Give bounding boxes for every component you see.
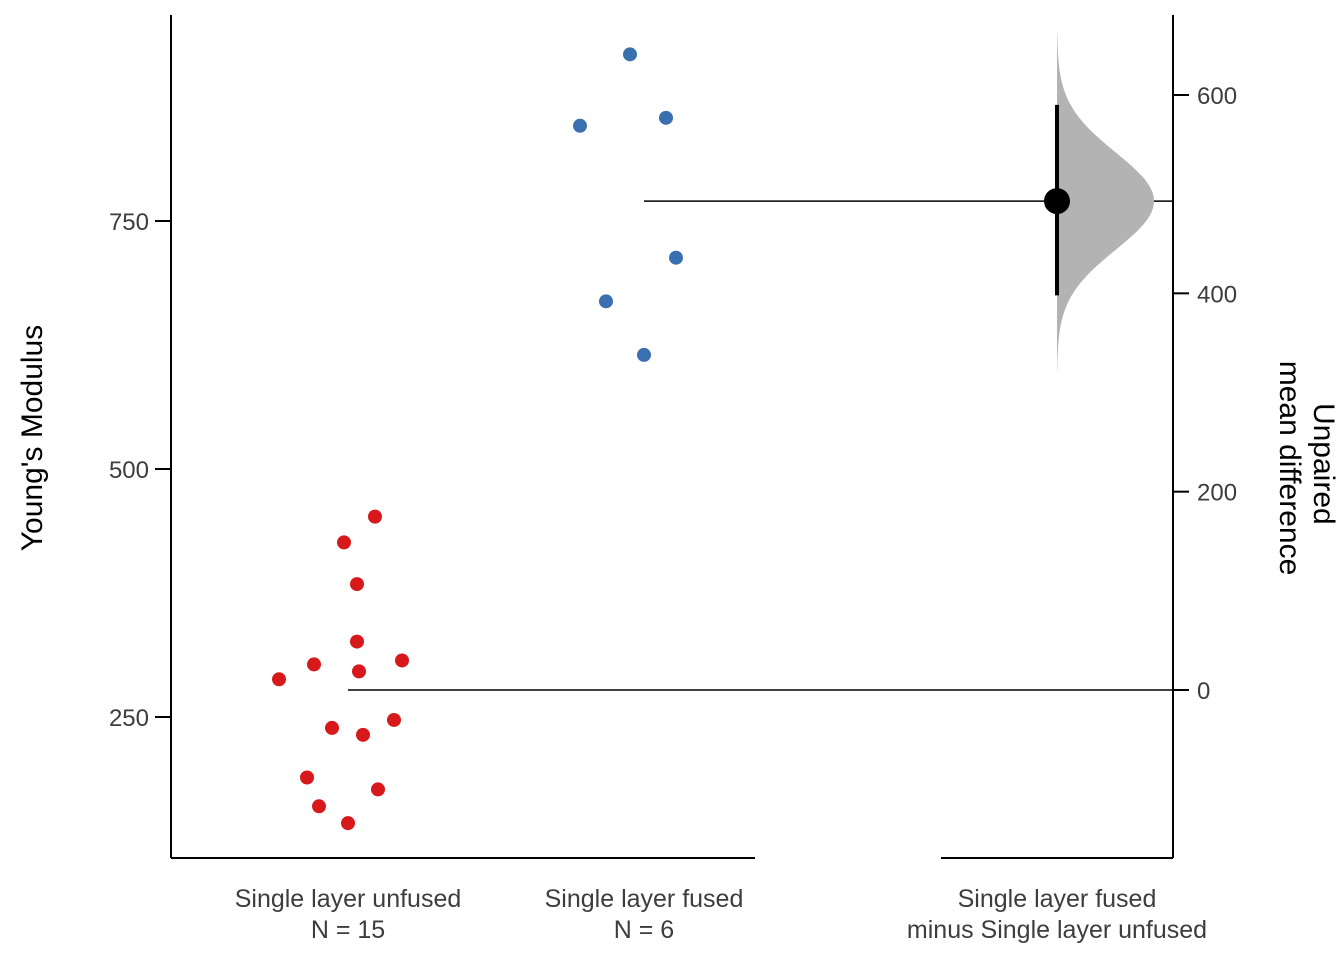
y2-axis-title: Unpaired mean difference	[1273, 361, 1340, 576]
y2-axis-title-line-2: mean difference	[1273, 361, 1306, 576]
data-point	[669, 250, 683, 265]
category-label-unfused: Single layer unfused	[235, 885, 462, 913]
axis-labels: Young's Modulus Unpaired mean difference	[16, 325, 1340, 576]
data-point	[312, 799, 326, 814]
data-point	[371, 782, 385, 797]
y-tick-label: 750	[109, 209, 149, 236]
y2-tick-label: 0	[1197, 678, 1210, 705]
data-point	[573, 118, 587, 133]
y2-tick-label: 200	[1197, 480, 1237, 507]
mean-difference-point	[1044, 188, 1070, 215]
data-point	[599, 294, 613, 309]
y2-axis-title-line-1: Unpaired	[1307, 403, 1340, 525]
data-point	[337, 535, 351, 550]
category-n-fused: N = 6	[614, 916, 674, 944]
reference-lines	[348, 200, 1173, 691]
category-labels: Single layer unfused N = 15 Single layer…	[235, 885, 1207, 944]
data-point	[300, 770, 314, 785]
data-point	[325, 720, 339, 735]
y2-tick-label: 400	[1197, 281, 1237, 308]
y2-tick-label: 600	[1197, 83, 1237, 110]
data-point	[368, 509, 382, 524]
axes: 250 500 750 0 200 400 600	[109, 15, 1237, 859]
data-point	[395, 653, 409, 668]
data-point	[623, 47, 637, 62]
y-axis-title: Young's Modulus	[16, 325, 49, 551]
data-point	[356, 727, 370, 742]
data-point	[352, 664, 366, 679]
data-point	[350, 634, 364, 649]
y-tick-label: 250	[109, 705, 149, 732]
bootstrap-distribution	[1057, 32, 1154, 370]
category-label-fused: Single layer fused	[545, 885, 744, 913]
data-point	[307, 657, 321, 672]
data-point	[350, 577, 364, 592]
effect-size-panel	[1044, 32, 1154, 370]
data-point	[387, 712, 401, 727]
data-point	[272, 672, 286, 687]
data-points	[272, 47, 683, 831]
category-n-unfused: N = 15	[311, 916, 385, 944]
effect-label-line-2: minus Single layer unfused	[907, 916, 1207, 944]
y-tick-label: 500	[109, 457, 149, 484]
data-point	[659, 110, 673, 125]
effect-label-line-1: Single layer fused	[958, 885, 1157, 913]
data-point	[341, 816, 355, 831]
data-point	[637, 347, 651, 362]
